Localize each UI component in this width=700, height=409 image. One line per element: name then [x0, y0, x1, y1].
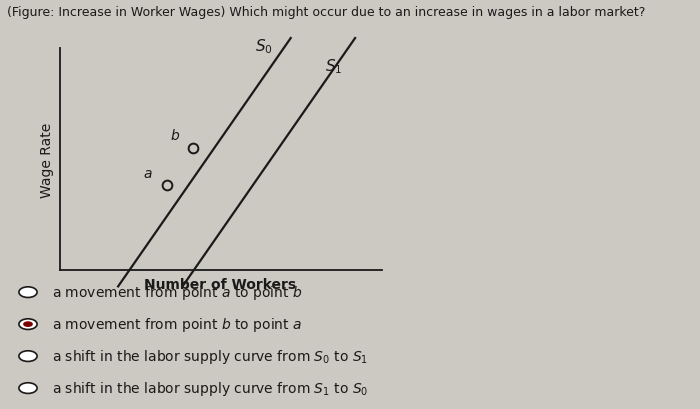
Y-axis label: Wage Rate: Wage Rate [40, 122, 54, 197]
Text: $S_0$: $S_0$ [255, 37, 273, 56]
Text: a shift in the labor supply curve from $S_1$ to $S_0$: a shift in the labor supply curve from $… [52, 379, 369, 397]
Text: $a$: $a$ [144, 166, 153, 180]
Text: $b$: $b$ [170, 128, 181, 143]
Text: a movement from point $b$ to point $a$: a movement from point $b$ to point $a$ [52, 315, 302, 333]
Text: $S_1$: $S_1$ [325, 57, 342, 76]
Text: a movement from point $a$ to point $b$: a movement from point $a$ to point $b$ [52, 283, 303, 301]
Text: (Figure: Increase in Worker Wages) Which might occur due to an increase in wages: (Figure: Increase in Worker Wages) Which… [7, 6, 645, 19]
X-axis label: Number of Workers: Number of Workers [144, 277, 297, 291]
Text: a shift in the labor supply curve from $S_0$ to $S_1$: a shift in the labor supply curve from $… [52, 347, 369, 365]
